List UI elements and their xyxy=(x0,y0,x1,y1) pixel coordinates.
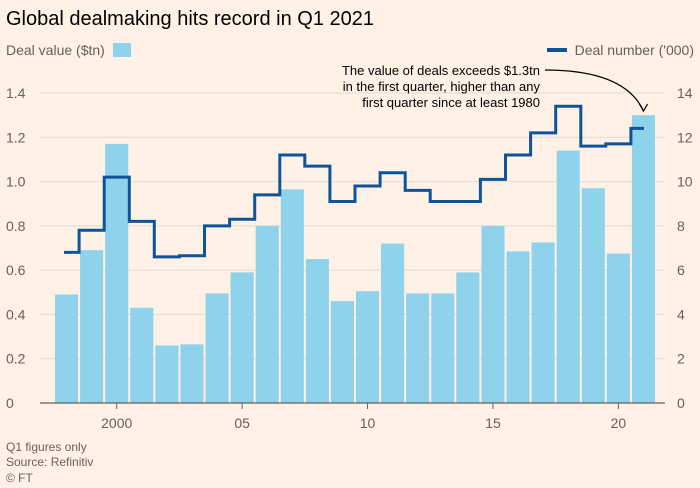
bar xyxy=(105,143,129,403)
bar xyxy=(431,293,455,403)
left-tick-label: 0.2 xyxy=(6,351,26,367)
footer-credit: © FT xyxy=(6,471,33,485)
x-tick-label: 2000 xyxy=(101,415,132,431)
annotation-text: first quarter since at least 1980 xyxy=(362,95,540,110)
left-tick-label: 1.2 xyxy=(6,129,26,145)
legend-line: Deal number ('000) xyxy=(546,42,694,58)
bar xyxy=(305,259,329,403)
left-tick-label: 0 xyxy=(6,395,14,411)
bar xyxy=(481,225,505,403)
bar xyxy=(606,253,630,403)
bar xyxy=(330,301,354,403)
bar xyxy=(556,150,580,403)
legend-bar-swatch xyxy=(112,43,131,57)
annotation-arrow xyxy=(544,69,645,112)
bar xyxy=(531,242,555,403)
x-tick-label: 20 xyxy=(611,415,627,431)
annotation-arrowhead xyxy=(638,103,649,113)
legend-bar: Deal value ($tn) xyxy=(6,42,131,58)
bar xyxy=(205,293,229,403)
left-tick-label: 0.6 xyxy=(6,262,26,278)
bar xyxy=(356,291,380,403)
bar xyxy=(130,307,154,403)
bar xyxy=(230,272,254,403)
bar xyxy=(581,188,605,403)
x-tick-label: 05 xyxy=(234,415,250,431)
right-tick-label: 0 xyxy=(677,395,685,411)
bar xyxy=(506,251,530,403)
annotation-text: in the first quarter, higher than any xyxy=(343,79,541,94)
right-tick-label: 10 xyxy=(677,174,693,190)
bar xyxy=(255,225,279,403)
legend-line-label: Deal number ('000) xyxy=(574,42,694,58)
bar xyxy=(280,189,304,403)
bar xyxy=(80,250,104,403)
left-tick-label: 0.8 xyxy=(6,218,26,234)
footer-source: Source: Refinitiv xyxy=(6,455,94,469)
bar xyxy=(406,293,430,403)
x-tick-label: 15 xyxy=(485,415,501,431)
bar xyxy=(155,345,179,403)
chart-title: Global dealmaking hits record in Q1 2021 xyxy=(6,8,374,30)
left-tick-label: 1.4 xyxy=(6,85,26,101)
right-tick-label: 8 xyxy=(677,218,685,234)
bar xyxy=(55,294,79,403)
bar xyxy=(381,243,405,403)
bar xyxy=(456,272,480,403)
right-tick-label: 4 xyxy=(677,306,685,322)
x-tick-label: 10 xyxy=(360,415,376,431)
right-tick-label: 6 xyxy=(677,262,685,278)
bar xyxy=(180,344,204,403)
right-tick-label: 14 xyxy=(677,85,693,101)
footer-note: Q1 figures only xyxy=(6,440,87,454)
bar xyxy=(631,115,655,404)
left-tick-label: 1.0 xyxy=(6,174,26,190)
legend-bar-label: Deal value ($tn) xyxy=(6,42,105,58)
right-tick-label: 2 xyxy=(677,351,685,367)
left-tick-label: 0.4 xyxy=(6,306,26,322)
annotation-text: The value of deals exceeds $1.3tn xyxy=(342,63,540,78)
deal-number-line xyxy=(64,104,644,259)
right-tick-label: 12 xyxy=(677,129,693,145)
legend-line-swatch xyxy=(546,48,567,52)
